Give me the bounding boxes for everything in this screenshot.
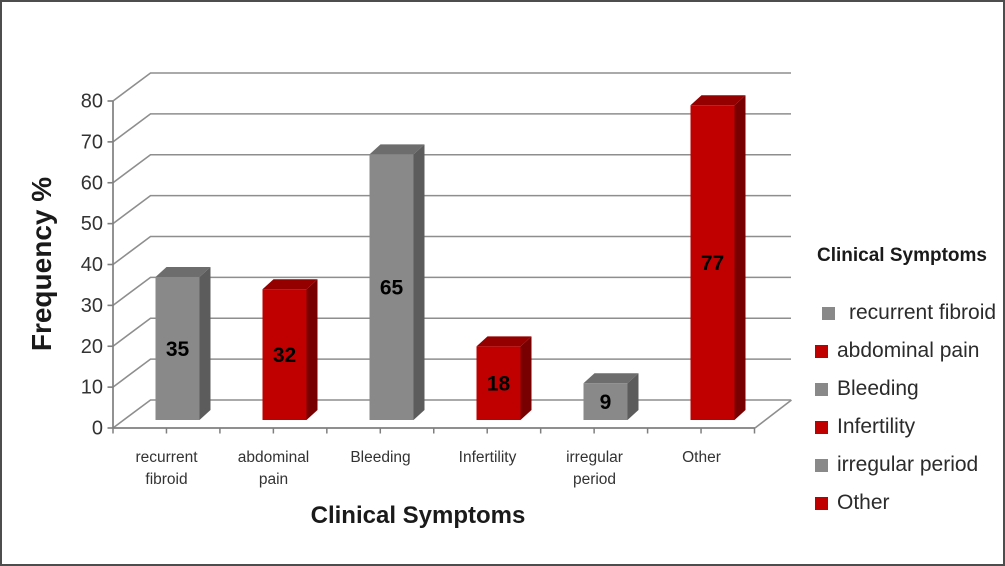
- legend-title: Clinical Symptoms: [817, 245, 987, 266]
- bar-value-label: 18: [487, 373, 511, 396]
- bar-side-face: [734, 95, 746, 420]
- bar-side-face: [199, 266, 211, 420]
- legend-item: abdominal pain: [813, 332, 1003, 370]
- legend-swatch: [815, 382, 828, 396]
- bar-recurrent-fibroid: 35: [155, 266, 211, 420]
- bar-value-label: 32: [273, 344, 296, 367]
- y-tick-label: 0: [92, 418, 103, 440]
- x-axis-title: Clinical Symptoms: [310, 502, 526, 529]
- gridline: [112, 358, 791, 388]
- legend-item-label: Other: [837, 491, 890, 514]
- bar-value-label: 35: [166, 338, 190, 361]
- legend-item: Other: [813, 484, 1003, 522]
- bar-abdominal-pain: 32: [262, 279, 318, 420]
- bar-bleeding: 65: [369, 144, 425, 420]
- legend-swatch: [815, 458, 828, 472]
- y-tick-label: 70: [81, 131, 103, 153]
- bar-front-face: [155, 276, 200, 420]
- gridline: [112, 399, 791, 429]
- legend-item-label: Bleeding: [837, 377, 919, 400]
- bar-front-face: [476, 346, 521, 420]
- y-axis-title: Frequency %: [26, 176, 57, 352]
- bar-top-face: [155, 266, 211, 277]
- y-tick-label: 60: [81, 172, 103, 194]
- bar-top-face: [583, 373, 639, 384]
- bar-value-label: 65: [380, 277, 404, 300]
- category-label: Bleeding: [350, 449, 410, 466]
- bar-front-face: [369, 154, 414, 420]
- bar-value-label: 9: [600, 391, 612, 414]
- category-label: Other: [682, 449, 721, 466]
- category-label: period: [573, 471, 616, 488]
- legend-item-label: irregular period: [837, 453, 979, 476]
- legend-item-label: abdominal pain: [837, 339, 980, 362]
- floor-depth-edge: [754, 399, 792, 429]
- bar-top-face: [476, 336, 532, 347]
- legend: Clinical Symptoms recurrent fibroid abdo…: [813, 244, 1003, 522]
- category-label: pain: [259, 471, 288, 488]
- bar-side-face: [520, 336, 532, 420]
- y-tick-label: 40: [81, 254, 103, 276]
- legend-items: recurrent fibroid abdominal pain Bleedin…: [813, 294, 1003, 522]
- bar-top-face: [262, 279, 318, 290]
- legend-item: recurrent fibroid: [813, 294, 1003, 332]
- bar-side-face: [627, 373, 639, 420]
- bar-side-face: [413, 144, 425, 420]
- legend-swatch: [815, 344, 828, 358]
- category-label: recurrent: [135, 449, 198, 466]
- y-tick-label: 50: [81, 213, 103, 235]
- category-label: Infertility: [459, 449, 517, 466]
- category-label: irregular: [566, 449, 623, 466]
- bar-infertility: 18: [476, 336, 532, 420]
- legend-swatch: [815, 496, 828, 510]
- category-label: fibroid: [145, 471, 187, 488]
- bar-other: 77: [690, 95, 746, 420]
- legend-item: irregular period: [813, 446, 1003, 484]
- bar-top-face: [690, 95, 746, 106]
- category-label: abdominal: [238, 449, 310, 466]
- bar-irregular-period: 9: [583, 373, 639, 420]
- legend-item: Bleeding: [813, 370, 1003, 408]
- y-tick-label: 30: [81, 295, 103, 317]
- bar-value-label: 77: [701, 252, 724, 275]
- legend-item: Infertility: [813, 408, 1003, 446]
- bar-front-face: [262, 289, 307, 420]
- legend-swatch: [815, 420, 828, 434]
- bar-front-face: [690, 105, 735, 420]
- legend-swatch: [822, 306, 835, 320]
- gridline: [112, 72, 791, 102]
- gridline: [112, 194, 791, 225]
- bar-front-face: [583, 383, 628, 420]
- y-tick-label: 80: [81, 91, 103, 113]
- y-tick-label: 10: [81, 377, 103, 399]
- bar-top-face: [369, 144, 425, 155]
- gridline: [112, 317, 791, 347]
- gridline: [112, 235, 791, 266]
- bar-side-face: [306, 279, 318, 420]
- gridline: [112, 153, 791, 184]
- gridline: [112, 276, 791, 307]
- legend-item-label: Infertility: [837, 415, 916, 438]
- gridline: [112, 113, 791, 143]
- legend-item-label: recurrent fibroid: [849, 301, 997, 324]
- y-tick-label: 20: [81, 336, 103, 358]
